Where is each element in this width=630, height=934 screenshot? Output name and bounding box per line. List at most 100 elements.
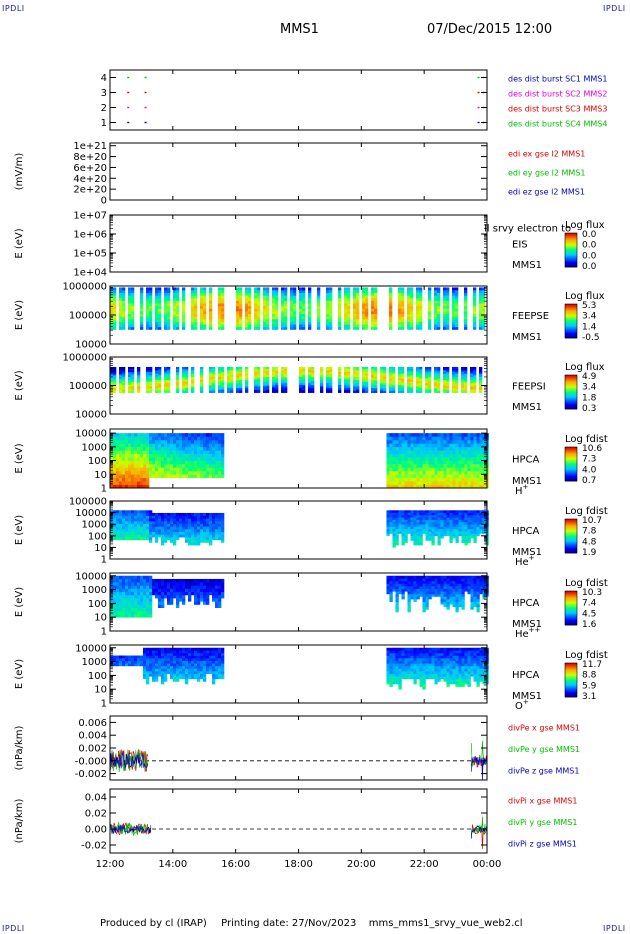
spectrogram-cell	[158, 371, 162, 374]
spectrogram-cell	[461, 389, 465, 392]
spectrogram-cell	[236, 366, 240, 369]
colorbar-band	[565, 311, 577, 313]
spectrogram-cell	[326, 287, 330, 291]
spectrogram-cell	[434, 311, 438, 315]
spectrogram-cell	[203, 290, 207, 294]
spectrogram-cell	[167, 376, 171, 379]
spectrogram-cell	[428, 368, 432, 371]
spectrogram-cell	[239, 391, 243, 393]
spectrogram-cell	[149, 470, 153, 475]
spectrogram-cell	[455, 519, 459, 523]
spectrogram-cell	[419, 371, 423, 374]
spectrogram-cell	[152, 515, 156, 519]
spectrogram-cell	[407, 460, 411, 465]
spectrogram-cell	[155, 326, 159, 330]
spectrogram-cell	[308, 321, 312, 325]
spectrogram-cell	[326, 384, 330, 387]
spectrogram-cell	[173, 326, 177, 330]
spectrogram-cell	[230, 379, 234, 382]
spectrogram-cell	[482, 324, 486, 328]
spectrogram-cell	[401, 433, 405, 437]
spectrogram-cell	[254, 311, 258, 315]
spectrogram-cell	[401, 474, 405, 479]
spectrogram-cell	[227, 378, 231, 381]
spectrogram-cell	[173, 436, 177, 441]
spectrogram-cell	[119, 474, 123, 479]
spectrogram-cell	[371, 368, 375, 371]
spectrogram-cell	[371, 313, 375, 317]
spectrogram-cell	[464, 311, 468, 315]
spectrogram-cell	[293, 324, 297, 328]
spectrogram-cell	[122, 481, 126, 485]
spectrogram-cell	[371, 387, 375, 390]
spectrogram-cell	[140, 290, 144, 294]
spectrogram-cell	[467, 531, 471, 534]
spectrogram-cell	[194, 460, 198, 465]
spectrogram-cell	[116, 604, 120, 608]
spectrogram-cell	[146, 384, 150, 387]
spectrogram-cell	[473, 484, 477, 489]
spectrogram-cell	[209, 460, 213, 465]
spectrogram-cell	[326, 300, 330, 304]
spectrogram-cell	[110, 484, 114, 489]
spectrogram-cell	[146, 531, 150, 535]
spectrogram-cell	[398, 374, 402, 377]
spectrogram-cell	[164, 470, 168, 475]
spectrogram-cell	[407, 384, 411, 387]
spectrogram-cell	[404, 470, 408, 475]
spectrogram-cell	[449, 519, 453, 523]
spectrogram-cell	[116, 433, 120, 437]
spectrogram-cell	[206, 439, 210, 444]
spectrogram-cell	[140, 531, 144, 535]
spectrogram-cell	[119, 591, 123, 596]
spectrogram-cell	[419, 292, 423, 296]
spectrogram-cell	[128, 387, 132, 390]
spectrogram-cell	[344, 376, 348, 379]
spectrogram-cell	[113, 287, 117, 291]
spectrogram-cell	[221, 529, 225, 533]
spectrogram-cell	[380, 376, 384, 379]
ytick-label: 4	[101, 73, 107, 84]
spectrogram-cell	[218, 368, 222, 371]
spectrogram-cell	[479, 378, 483, 381]
spectrogram-cell	[407, 474, 411, 479]
spectrogram-cell	[293, 303, 297, 307]
spectrogram-cell	[455, 316, 459, 320]
spectrogram-cell	[191, 389, 195, 392]
spectrogram-cell	[125, 460, 129, 465]
spectrogram-cell	[344, 308, 348, 312]
spectrogram-cell	[113, 591, 117, 596]
spectrogram-cell	[446, 517, 450, 520]
spectrogram-cell	[338, 308, 342, 312]
spectrogram-cell	[419, 519, 423, 523]
spectrogram-cell	[443, 373, 447, 376]
spectrogram-cell	[371, 370, 375, 373]
spectrogram-cell	[374, 373, 378, 376]
spectrogram-cell	[446, 370, 450, 373]
spectrogram-cell	[113, 450, 117, 454]
spectrogram-cell	[365, 311, 369, 315]
spectrogram-cell	[155, 531, 159, 535]
spectrogram-cell	[455, 450, 459, 454]
spectrogram-cell	[194, 537, 198, 541]
spectrogram-cell	[410, 371, 414, 374]
spectrogram-cell	[239, 376, 243, 379]
spectrogram-cell	[215, 453, 219, 458]
spectrogram-cell	[146, 436, 150, 441]
spectrogram-cell	[329, 326, 333, 330]
spectrogram-cell	[245, 391, 249, 393]
colorbar-band	[565, 384, 577, 386]
spectrogram-cell	[398, 311, 402, 315]
colorbar-band	[565, 382, 577, 384]
spectrogram-cell	[131, 387, 135, 390]
spectrogram-cell	[191, 446, 195, 451]
spectrogram-cell	[170, 529, 174, 533]
spectrogram-cell	[356, 370, 360, 373]
spectrogram-cell	[182, 470, 186, 475]
spectrogram-cell	[131, 313, 135, 317]
spectrogram-cell	[176, 518, 180, 522]
spectrogram-cell	[122, 300, 126, 304]
spectrogram-cell	[479, 297, 483, 301]
spectrogram-cell	[254, 379, 258, 382]
spectrogram-cell	[455, 368, 459, 371]
